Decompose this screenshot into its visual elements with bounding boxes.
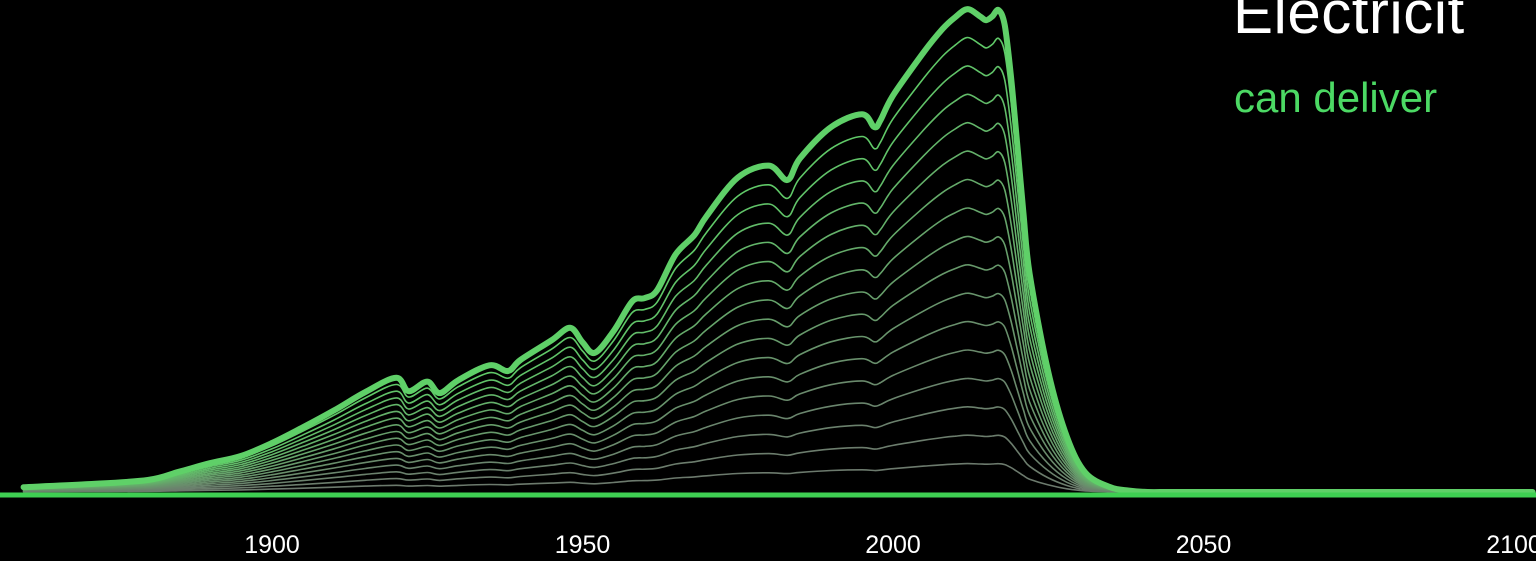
series-line-15 bbox=[22, 65, 1534, 493]
series-line-11 bbox=[22, 178, 1534, 493]
x-tick-label-1900: 1900 bbox=[244, 531, 300, 559]
series-line-3 bbox=[22, 406, 1534, 493]
x-tick-label-2100: 2100 bbox=[1486, 531, 1536, 559]
x-axis-tick-labels: 1900 1950 2000 2050 2100 bbox=[244, 531, 1536, 559]
headline-text: Electricit bbox=[1233, 0, 1465, 46]
series-line-14 bbox=[22, 93, 1534, 493]
x-tick-label-2050: 2050 bbox=[1176, 531, 1232, 559]
series-curves bbox=[20, 6, 1536, 496]
series-line-13 bbox=[22, 121, 1534, 493]
x-tick-label-1950: 1950 bbox=[555, 531, 611, 559]
series-line-12 bbox=[22, 150, 1534, 493]
subheadline-text: can deliver bbox=[1234, 74, 1438, 121]
x-tick-label-2000: 2000 bbox=[865, 531, 921, 559]
series-line-total bbox=[20, 6, 1536, 496]
